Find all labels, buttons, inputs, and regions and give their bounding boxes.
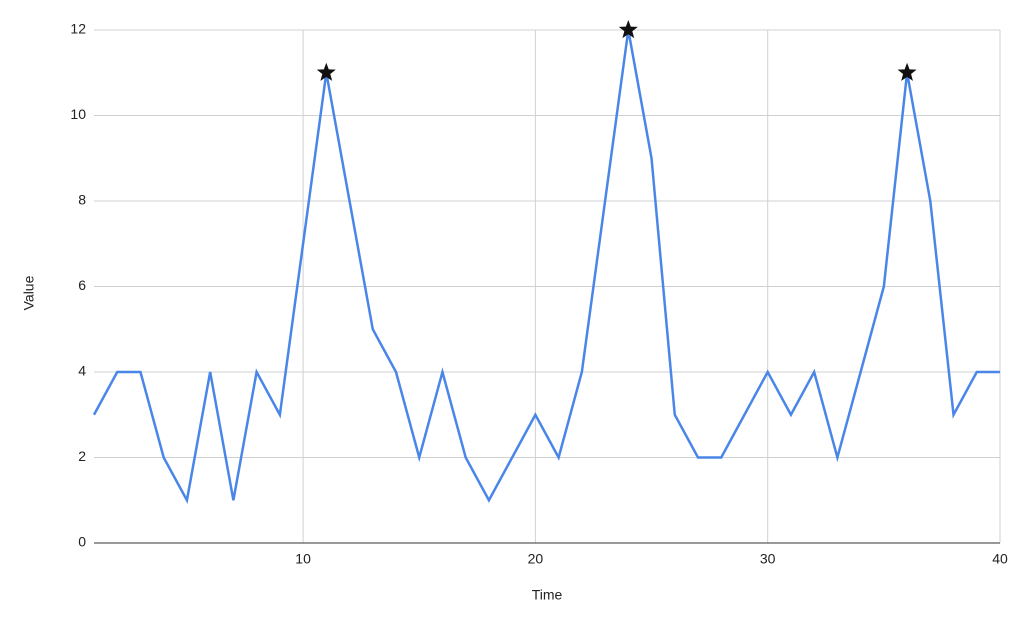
- x-tick-label: 40: [992, 551, 1008, 567]
- x-tick-label: 10: [295, 551, 311, 567]
- peak-marker: [316, 62, 336, 81]
- y-tick-label: 4: [78, 363, 86, 379]
- data-line: [92, 29, 1000, 504]
- y-tick-label: 6: [78, 277, 86, 293]
- y-tick-label: 12: [70, 21, 86, 37]
- y-tick-label: 0: [78, 534, 86, 550]
- peak-marker: [897, 62, 917, 81]
- y-tick-label: 10: [70, 106, 86, 122]
- y-axis-label: Value: [21, 275, 37, 310]
- x-axis-label: Time: [532, 587, 563, 603]
- peak-marker: [618, 20, 638, 39]
- x-tick-label: 30: [760, 551, 776, 567]
- x-tick-label: 20: [528, 551, 544, 567]
- y-tick-label: 2: [78, 448, 86, 464]
- y-tick-label: 8: [78, 192, 86, 208]
